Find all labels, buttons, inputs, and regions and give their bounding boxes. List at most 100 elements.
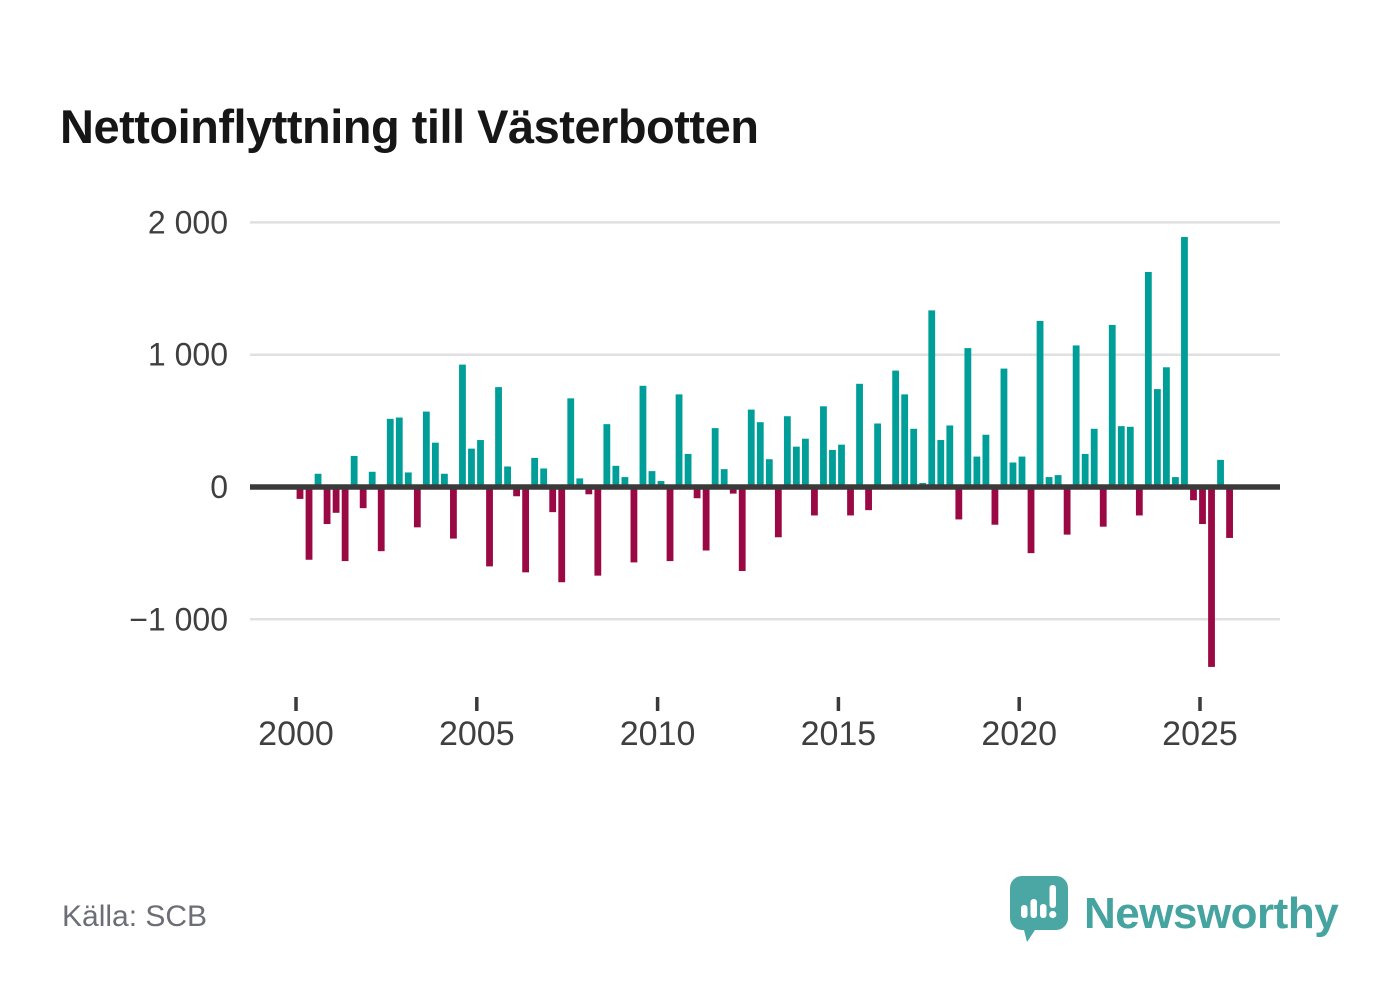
y-axis-label-2000: 2 000 xyxy=(148,204,228,240)
x-tick-2020 xyxy=(1017,697,1021,711)
bar-2003Q2 xyxy=(413,487,421,528)
bar-2009Q2 xyxy=(630,487,638,563)
bar-2007Q4 xyxy=(576,478,584,487)
bar-2013Q3 xyxy=(783,416,791,487)
bar-2001Q2 xyxy=(341,487,349,562)
bar-2021Q4 xyxy=(1081,453,1089,487)
bar-2008Q2 xyxy=(594,487,602,576)
x-tick-2015 xyxy=(836,697,841,711)
bar-2002Q4 xyxy=(395,417,403,487)
bar-2016Q1 xyxy=(874,423,881,487)
bar-2024Q2 xyxy=(1172,477,1179,487)
bar-2011Q3 xyxy=(711,428,719,487)
bar-2021Q1 xyxy=(1054,475,1062,487)
bar-2025Q4 xyxy=(1226,487,1233,538)
x-axis-label-2025: 2025 xyxy=(1162,715,1238,753)
bar-2001Q1 xyxy=(332,487,340,513)
x-axis-label-2005: 2005 xyxy=(439,715,515,753)
bar-2009Q1 xyxy=(621,477,629,487)
bar-2013Q4 xyxy=(792,446,800,487)
bar-2004Q4 xyxy=(468,448,475,487)
bar-2014Q2 xyxy=(811,487,818,516)
source-note: Källa: SCB xyxy=(62,900,208,933)
bar-2022Q1 xyxy=(1090,428,1098,487)
bar-2007Q3 xyxy=(567,398,575,487)
bar-2018Q3 xyxy=(964,348,972,487)
bar-2018Q4 xyxy=(973,456,981,487)
bar-2014Q4 xyxy=(829,449,836,487)
bar-2006Q3 xyxy=(531,457,539,487)
bar-2025Q3 xyxy=(1217,459,1224,487)
bar-2015Q1 xyxy=(838,444,845,487)
x-axis-label-2020: 2020 xyxy=(981,715,1057,753)
bar-2010Q1 xyxy=(657,481,665,487)
bar-2023Q1 xyxy=(1126,426,1134,487)
bar-2022Q3 xyxy=(1108,324,1116,487)
bar-2008Q4 xyxy=(612,465,620,487)
bar-2020Q3 xyxy=(1036,320,1044,487)
bar-2020Q4 xyxy=(1045,477,1053,487)
bar-2003Q4 xyxy=(431,442,439,487)
bar-2006Q2 xyxy=(522,487,530,573)
bar-2005Q1 xyxy=(477,440,484,487)
x-tick-2005 xyxy=(475,697,479,711)
bar-2004Q1 xyxy=(441,473,448,487)
bar-2016Q3 xyxy=(892,370,900,487)
bar-2010Q4 xyxy=(684,453,692,487)
bar-2006Q4 xyxy=(540,468,548,487)
bar-2011Q4 xyxy=(720,469,728,487)
bar-2000Q1 xyxy=(296,487,304,499)
bar-2018Q1 xyxy=(946,425,954,487)
bar-2018Q2 xyxy=(955,487,963,520)
bar-2012Q1 xyxy=(729,487,737,494)
bar-2003Q3 xyxy=(422,411,430,487)
bar-2010Q3 xyxy=(675,394,683,487)
bar-2023Q4 xyxy=(1153,389,1161,487)
x-axis-label-2015: 2015 xyxy=(801,715,877,753)
y-axis-label--1000: −1 000 xyxy=(129,601,228,637)
bar-2012Q2 xyxy=(738,487,746,572)
bar-2004Q2 xyxy=(450,487,457,539)
bar-2023Q2 xyxy=(1135,487,1143,516)
bar-2012Q4 xyxy=(756,422,764,487)
bar-2019Q1 xyxy=(982,434,990,487)
bar-2001Q4 xyxy=(359,487,367,509)
bar-2005Q4 xyxy=(504,466,511,487)
bar-2017Q1 xyxy=(910,428,918,487)
bar-2022Q2 xyxy=(1099,487,1107,527)
bar-2025Q1 xyxy=(1199,487,1206,525)
bar-2002Q3 xyxy=(386,418,394,487)
bar-2009Q3 xyxy=(639,385,647,487)
x-axis-label-2010: 2010 xyxy=(620,715,696,753)
bar-2007Q2 xyxy=(558,487,566,583)
newsworthy-brand: Newsworthy xyxy=(1010,876,1339,951)
bar-2014Q3 xyxy=(820,406,827,487)
bar-2008Q1 xyxy=(585,487,593,495)
x-tick-2000 xyxy=(294,697,298,711)
bar-2009Q4 xyxy=(648,471,656,487)
bar-2005Q2 xyxy=(486,487,493,567)
bar-2021Q3 xyxy=(1072,345,1080,487)
bar-2014Q1 xyxy=(802,438,809,487)
newsworthy-logo-icon xyxy=(1010,876,1068,951)
bar-2021Q2 xyxy=(1063,487,1071,535)
y-axis-label-1000: 1 000 xyxy=(148,337,228,373)
bar-2020Q2 xyxy=(1027,487,1035,554)
bar-2016Q4 xyxy=(901,394,909,487)
bar-2019Q4 xyxy=(1009,462,1017,487)
bar-2017Q3 xyxy=(928,310,936,487)
bar-2012Q3 xyxy=(747,409,755,487)
brand-name: Newsworthy xyxy=(1084,888,1339,938)
bar-2011Q1 xyxy=(693,487,701,499)
bar-2000Q4 xyxy=(323,487,331,525)
y-axis-label-0: 0 xyxy=(210,469,228,505)
bar-2019Q2 xyxy=(991,487,999,525)
bar-2024Q3 xyxy=(1181,236,1188,487)
x-axis-label-2000: 2000 xyxy=(258,715,334,753)
bar-2010Q2 xyxy=(666,487,674,562)
bar-2015Q4 xyxy=(865,487,872,511)
bar-2015Q2 xyxy=(847,487,854,516)
bar-2022Q4 xyxy=(1117,426,1125,487)
bar-2025Q2 xyxy=(1208,487,1215,667)
